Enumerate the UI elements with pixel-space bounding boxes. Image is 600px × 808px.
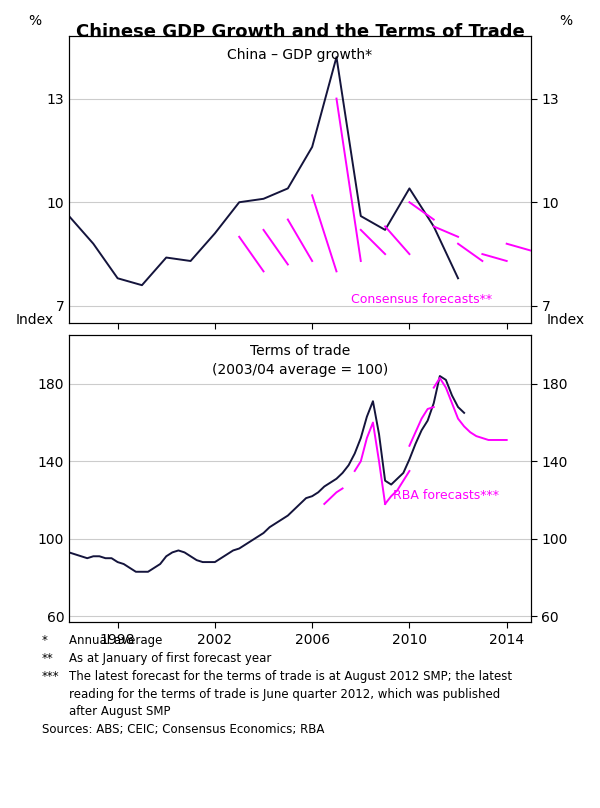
Text: The latest forecast for the terms of trade is at August 2012 SMP; the latest: The latest forecast for the terms of tra…: [69, 670, 512, 683]
Text: Index: Index: [15, 313, 53, 326]
Text: ***: ***: [42, 670, 59, 683]
Text: Index: Index: [547, 313, 585, 326]
Text: reading for the terms of trade is June quarter 2012, which was published: reading for the terms of trade is June q…: [69, 688, 500, 701]
Text: Terms of trade
(2003/04 average = 100): Terms of trade (2003/04 average = 100): [212, 344, 388, 377]
Text: %: %: [28, 14, 41, 27]
Text: As at January of first forecast year: As at January of first forecast year: [69, 652, 271, 665]
Text: Annual average: Annual average: [69, 634, 163, 647]
Text: after August SMP: after August SMP: [69, 705, 170, 718]
Text: RBA forecasts***: RBA forecasts***: [393, 489, 499, 502]
Text: %: %: [559, 14, 572, 27]
Text: *: *: [42, 634, 48, 647]
Text: Consensus forecasts**: Consensus forecasts**: [351, 293, 492, 306]
Text: **: **: [42, 652, 54, 665]
Text: China – GDP growth*: China – GDP growth*: [227, 48, 373, 62]
Text: Sources: ABS; CEIC; Consensus Economics; RBA: Sources: ABS; CEIC; Consensus Economics;…: [42, 723, 325, 736]
Text: Chinese GDP Growth and the Terms of Trade: Chinese GDP Growth and the Terms of Trad…: [76, 23, 524, 40]
